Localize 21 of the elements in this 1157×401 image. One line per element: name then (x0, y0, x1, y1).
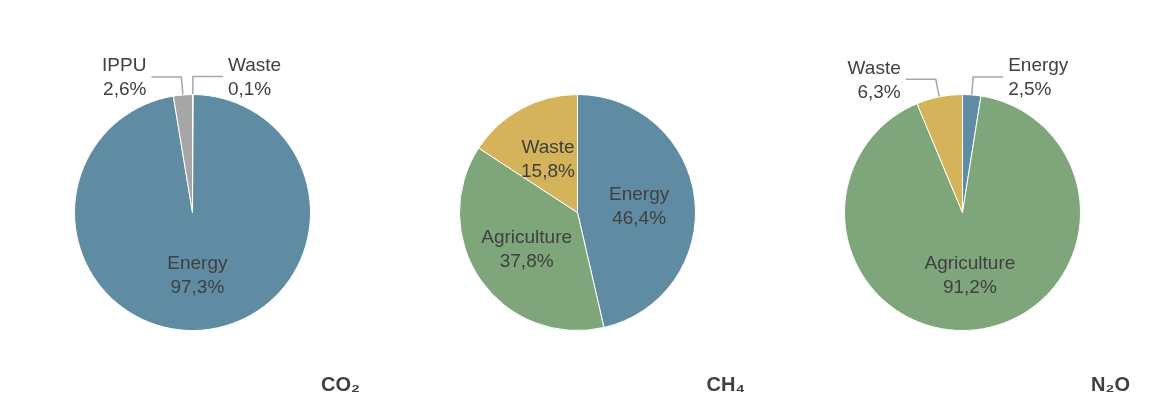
slice-label: Energy (609, 183, 670, 205)
slice-label: Waste (847, 56, 901, 78)
slice-label: Waste (227, 54, 282, 76)
text: CO₂ (321, 373, 360, 395)
data-label: 97,3% (170, 275, 225, 297)
data-label: 6,3% (857, 80, 901, 102)
slice-label: IPPU (102, 54, 147, 76)
slice-label: Agriculture (481, 225, 573, 247)
slice-label: Waste (521, 135, 575, 157)
data-label: 0,1% (227, 78, 272, 100)
text: CH₄ (706, 373, 745, 395)
data-label: 15,8% (521, 159, 576, 181)
data-label: 37,8% (499, 249, 554, 271)
slice-label: Agriculture (924, 251, 1016, 273)
data-label: 46,4% (612, 207, 667, 229)
text: N₂O (1091, 373, 1130, 395)
data-label: 91,2% (942, 275, 997, 297)
data-label: 2,6% (103, 78, 147, 100)
slice-label: Energy (1008, 54, 1069, 76)
slice-label: Energy (167, 251, 228, 273)
data-label: 2,5% (1008, 78, 1052, 100)
